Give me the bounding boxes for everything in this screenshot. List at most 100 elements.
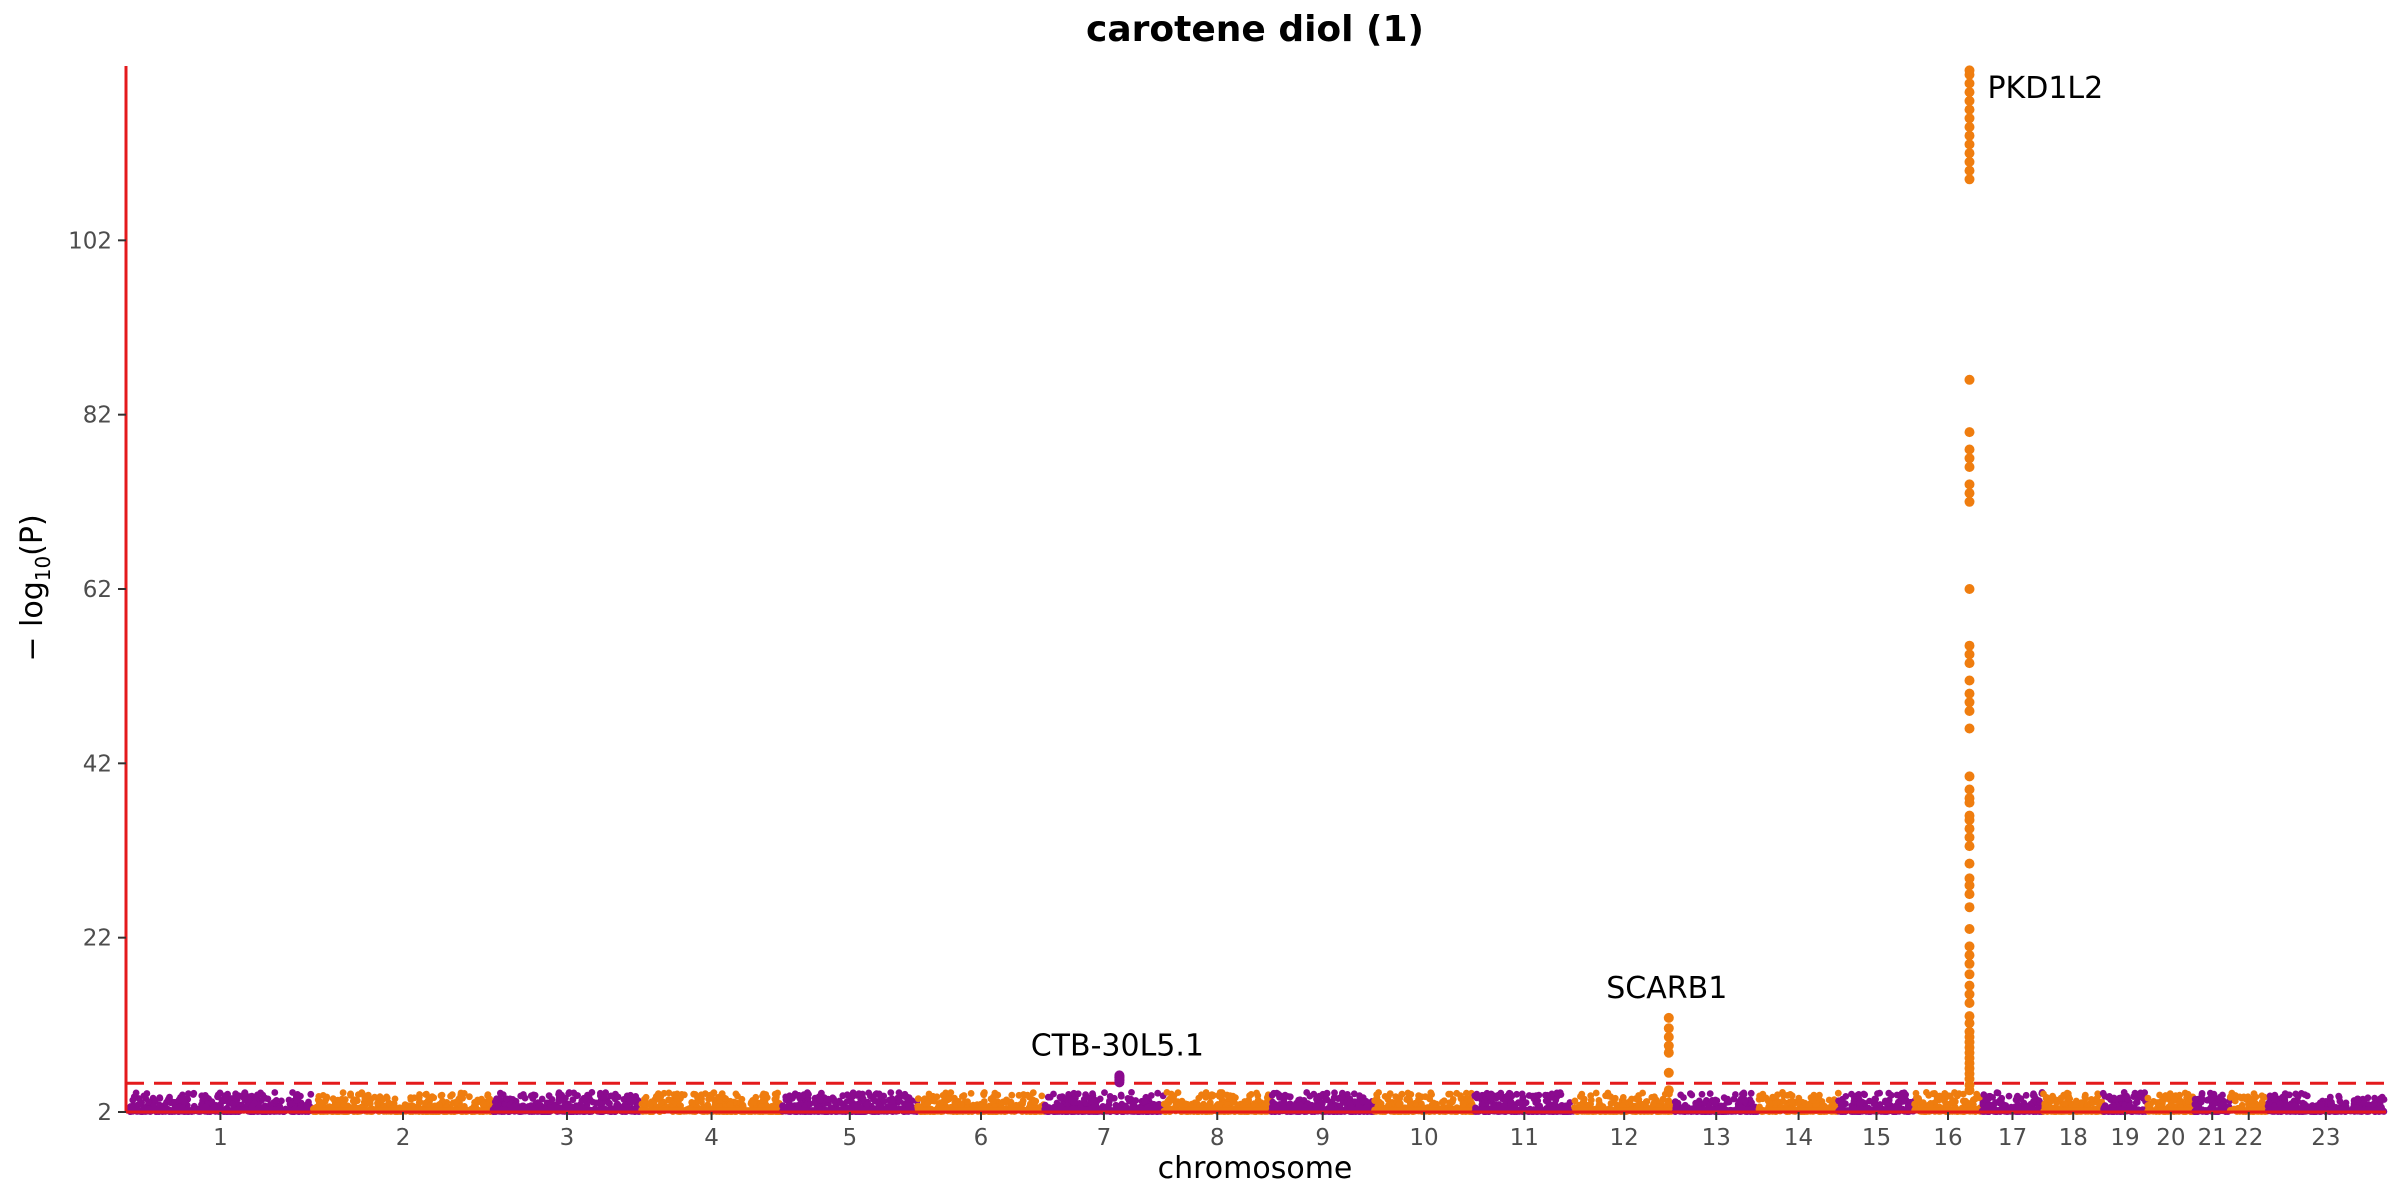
data-point (1263, 1100, 1271, 1108)
data-point (1163, 1101, 1171, 1109)
data-point (1323, 1096, 1331, 1104)
data-point (1648, 1094, 1656, 1101)
data-point (1534, 1097, 1542, 1105)
data-point (2341, 1101, 2349, 1109)
point-band-16 (1914, 1107, 1982, 1112)
data-point (2198, 1095, 2206, 1103)
data-point (1024, 1091, 1031, 1099)
data-point (1732, 1091, 1739, 1098)
data-point (1406, 1099, 1414, 1107)
data-point (2014, 1092, 2021, 1100)
data-point (2175, 1098, 2183, 1106)
data-point (2005, 1092, 2013, 1100)
data-point (1571, 1097, 1579, 1105)
data-point (1031, 1098, 1038, 1106)
data-point (1984, 1096, 1992, 1103)
data-point (2099, 1089, 2107, 1097)
data-point (317, 1100, 325, 1107)
data-point (143, 1090, 151, 1097)
data-point (726, 1101, 734, 1108)
data-point (875, 1090, 883, 1098)
data-point (1788, 1099, 1796, 1106)
data-point (2021, 1101, 2029, 1109)
point-band-3 (493, 1107, 641, 1112)
data-point (1467, 1097, 1474, 1104)
data-point (2375, 1096, 2383, 1104)
data-point (2048, 1094, 2056, 1101)
data-point (2116, 1094, 2123, 1102)
point-band-14 (1758, 1107, 1839, 1112)
data-point (2185, 1098, 2192, 1105)
data-point (1495, 1101, 1503, 1108)
data-point (642, 1093, 650, 1101)
data-point (1044, 1093, 1052, 1101)
point-band-8 (1163, 1107, 1272, 1112)
data-point (607, 1092, 615, 1100)
data-point (1215, 1101, 1223, 1109)
point-band-5 (782, 1107, 918, 1112)
data-point (583, 1101, 591, 1109)
data-point (1530, 1092, 1538, 1100)
data-point (278, 1097, 285, 1105)
data-point (597, 1089, 604, 1097)
data-point (870, 1095, 877, 1103)
data-point (1169, 1094, 1177, 1102)
data-point (137, 1100, 145, 1108)
data-point (2064, 1090, 2072, 1098)
data-point (1362, 1097, 1370, 1105)
data-point (1303, 1089, 1311, 1096)
data-point (2093, 1095, 2101, 1103)
point-band-19 (2103, 1107, 2147, 1112)
data-point (2041, 1100, 2049, 1108)
data-point (2088, 1096, 2095, 1103)
data-point (843, 1098, 851, 1105)
data-point (1545, 1099, 1552, 1107)
data-point (887, 1089, 895, 1096)
data-point (1740, 1089, 1748, 1097)
data-point (1887, 1091, 1895, 1099)
data-point (924, 1100, 932, 1107)
data-point (1894, 1101, 1901, 1109)
data-point (1313, 1095, 1320, 1103)
data-point (1949, 1097, 1956, 1104)
data-point (1132, 1097, 1140, 1104)
data-point (2227, 1093, 2235, 1101)
data-point (947, 1089, 955, 1096)
data-point (1003, 1097, 1011, 1104)
data-point (859, 1095, 867, 1102)
data-point (2082, 1094, 2089, 1102)
data-point (1230, 1099, 1238, 1106)
data-point (855, 1090, 863, 1097)
data-point (1747, 1089, 1755, 1097)
data-point (1635, 1096, 1643, 1103)
data-point (705, 1095, 712, 1103)
data-point (2120, 1089, 2128, 1096)
data-point (694, 1094, 701, 1102)
data-point (588, 1089, 596, 1096)
data-point (1893, 1091, 1901, 1099)
data-point (2160, 1096, 2168, 1104)
data-point (1912, 1089, 1920, 1097)
data-point (491, 1098, 499, 1106)
data-point (952, 1101, 960, 1109)
data-point (1486, 1092, 1494, 1100)
data-point (359, 1090, 366, 1098)
point-band-17 (1981, 1107, 2044, 1112)
data-point (2192, 1101, 2200, 1109)
data-point (457, 1089, 465, 1097)
data-point (689, 1100, 696, 1107)
data-point (2354, 1095, 2361, 1103)
data-point (2166, 1090, 2174, 1098)
data-point (347, 1092, 354, 1099)
data-point (904, 1095, 912, 1103)
data-point (2136, 1091, 2143, 1098)
data-point (2066, 1095, 2074, 1103)
data-point (1866, 1097, 1873, 1105)
data-point (1519, 1093, 1527, 1101)
data-point (438, 1091, 446, 1099)
data-point (425, 1094, 433, 1102)
data-point (2247, 1097, 2255, 1105)
point-band-21 (2194, 1107, 2230, 1112)
data-point (1998, 1094, 2006, 1102)
data-point (836, 1097, 843, 1105)
